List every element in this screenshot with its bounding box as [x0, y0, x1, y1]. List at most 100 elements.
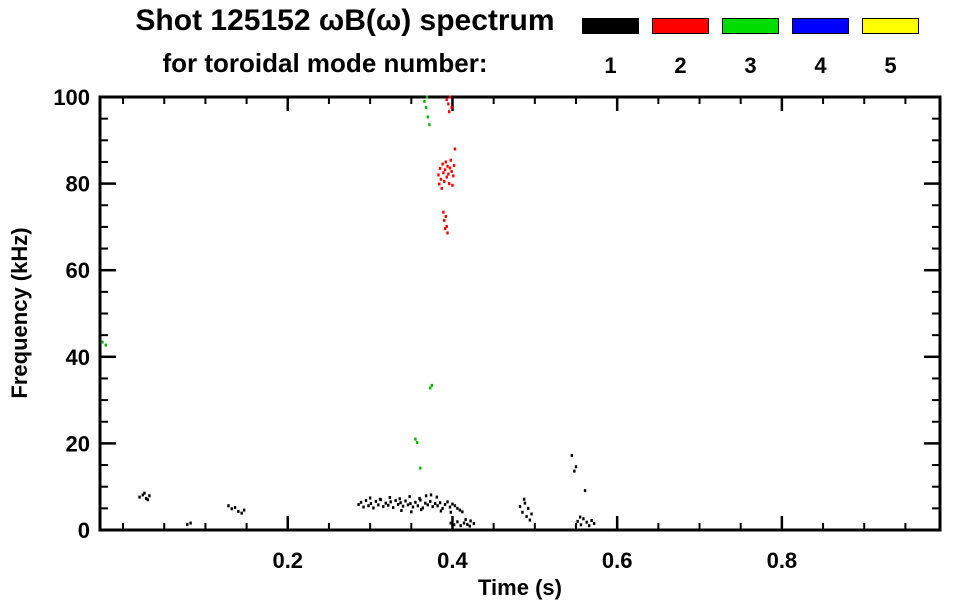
data-point-n=2	[444, 160, 448, 164]
data-point-n=1	[459, 524, 462, 528]
data-point-n=1	[406, 503, 410, 507]
legend-swatch-n4	[792, 18, 849, 34]
data-point-n=1	[461, 510, 464, 514]
legend-label-n5: 5	[884, 53, 897, 78]
y-tick-label: 0	[78, 518, 90, 543]
data-point-n=1	[378, 497, 382, 501]
x-tick-label: 0.6	[602, 548, 633, 573]
data-point-n=1	[452, 523, 456, 527]
y-tick-label: 40	[66, 345, 90, 370]
data-point-n=1	[189, 521, 192, 525]
data-point-n=1	[426, 503, 429, 507]
data-point-n=1	[451, 502, 454, 506]
data-point-n=1	[394, 499, 397, 503]
data-point-n=2	[446, 231, 449, 235]
data-point-n=1	[369, 502, 373, 506]
data-point-n=1	[592, 522, 596, 526]
legend-item-n5: 5	[862, 18, 919, 78]
y-tick-label: 100	[53, 85, 90, 110]
data-point-n=1	[579, 523, 583, 527]
data-point-n=1	[367, 504, 370, 508]
data-point-n=1	[230, 507, 233, 511]
data-point-n=1	[148, 494, 151, 498]
data-point-n=1	[419, 498, 422, 502]
data-point-n=1	[528, 518, 532, 522]
data-point-n=1	[433, 502, 437, 506]
data-point-n=1	[431, 505, 434, 509]
data-point-n=2	[447, 182, 451, 186]
legend-item-n3: 3	[722, 18, 779, 78]
data-point-n=1	[408, 495, 411, 499]
x-axis-label: Time (s)	[478, 575, 562, 600]
data-point-n=1	[409, 502, 412, 506]
data-point-n=1	[416, 504, 420, 508]
data-point-n=1	[582, 517, 585, 521]
y-tick-label: 20	[66, 431, 90, 456]
data-point-n=1	[424, 494, 428, 498]
data-point-n=2	[453, 147, 457, 151]
data-point-n=1	[391, 505, 395, 509]
data-point-n=1	[585, 520, 588, 524]
data-point-n=1	[438, 501, 442, 505]
data-point-n=1	[462, 521, 466, 525]
data-point-n=1	[377, 503, 380, 507]
data-point-n=1	[186, 522, 189, 526]
data-point-n=1	[227, 504, 230, 508]
legend-label-n4: 4	[814, 53, 827, 78]
data-point-n=1	[424, 501, 427, 505]
data-point-n=1	[237, 509, 240, 513]
data-point-n=2	[447, 172, 450, 176]
data-point-n=2	[441, 162, 444, 166]
data-point-n=3	[429, 386, 432, 390]
data-point-n=3	[424, 105, 428, 109]
data-point-n=1	[398, 497, 401, 501]
data-point-n=2	[451, 183, 454, 187]
legend-swatch-n3	[722, 18, 779, 34]
data-point-n=2	[445, 98, 448, 102]
data-point-n=2	[449, 158, 453, 162]
x-tick-label: 0.8	[767, 548, 798, 573]
data-point-n=1	[141, 493, 145, 497]
data-point-n=1	[590, 518, 593, 522]
data-point-n=1	[401, 504, 405, 508]
data-point-n=1	[400, 509, 403, 513]
legend-item-n4: 4	[792, 18, 849, 78]
data-point-n=1	[530, 512, 533, 516]
plot-frame	[98, 95, 942, 532]
data-point-n=1	[464, 518, 467, 522]
chart-title: Shot 125152 ωB(ω) spectrum	[135, 4, 555, 37]
data-point-n=3	[426, 115, 429, 119]
data-point-n=2	[443, 179, 446, 183]
data-point-n=1	[527, 506, 530, 510]
x-tick-label: 0.4	[437, 548, 468, 573]
data-point-n=1	[418, 496, 421, 500]
chart-subtitle: for toroidal mode number:	[162, 48, 488, 78]
data-point-n=2	[450, 169, 453, 173]
data-point-n=1	[410, 510, 413, 514]
data-point-n=1	[414, 500, 417, 504]
data-point-n=1	[399, 501, 402, 505]
data-point-n=1	[138, 495, 141, 499]
data-point-n=1	[449, 521, 453, 525]
data-point-n=2	[437, 173, 440, 177]
data-point-n=1	[439, 509, 443, 513]
data-point-n=1	[570, 454, 574, 458]
data-point-n=1	[468, 524, 471, 528]
y-axis-label: Frequency (kHz)	[7, 227, 32, 399]
x-tick-label: 0.2	[272, 548, 303, 573]
legend-label-n1: 1	[604, 53, 617, 78]
legend-label-n3: 3	[744, 53, 757, 78]
data-point-n=1	[448, 505, 452, 509]
data-point-n=2	[447, 102, 450, 106]
data-point-n=3	[104, 343, 107, 347]
data-point-n=1	[411, 505, 415, 509]
data-point-n=1	[359, 500, 363, 504]
data-point-n=2	[442, 171, 445, 175]
data-point-n=3	[419, 466, 422, 470]
data-point-n=1	[458, 508, 462, 512]
data-point-n=1	[573, 469, 576, 473]
data-point-n=2	[452, 163, 456, 167]
data-point-n=1	[387, 503, 390, 507]
data-point-n=1	[374, 499, 378, 503]
